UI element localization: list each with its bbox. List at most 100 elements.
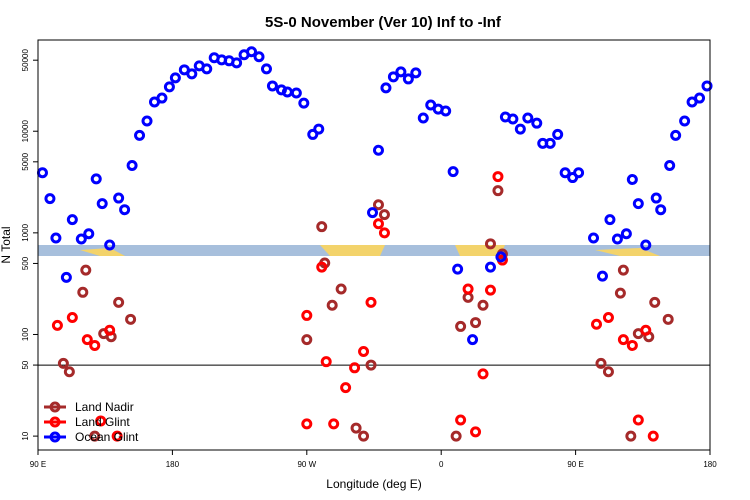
y-tick-label: 10 (21, 431, 30, 440)
point (201, 63, 213, 75)
point (614, 287, 626, 299)
point (50, 232, 62, 244)
point (328, 418, 340, 430)
point (96, 198, 108, 210)
point (66, 311, 78, 323)
point (450, 430, 462, 442)
point (573, 167, 585, 179)
y-tick-label: 50 (21, 360, 30, 369)
point (544, 137, 556, 149)
point (298, 97, 310, 109)
point (679, 115, 691, 127)
point (632, 198, 644, 210)
point (470, 317, 482, 329)
y-tick-label: 1000 (21, 223, 30, 241)
point (281, 86, 293, 98)
point (380, 82, 392, 94)
legend-label: Ocean Glint (75, 430, 139, 444)
point (495, 251, 507, 263)
point (640, 324, 652, 336)
point (559, 167, 571, 179)
point (163, 81, 175, 93)
point (492, 185, 504, 197)
point (246, 46, 258, 58)
x-tick-label: 180 (703, 460, 717, 469)
y-tick-label: 50000 (21, 49, 30, 72)
point (81, 334, 93, 346)
map-strip (38, 245, 710, 256)
point (477, 368, 489, 380)
point (326, 299, 338, 311)
x-axis-label: Longitude (deg E) (326, 477, 421, 491)
point (447, 166, 459, 178)
point (410, 67, 422, 79)
point (467, 334, 479, 346)
point (260, 63, 272, 75)
point (111, 430, 123, 442)
y-tick-label: 5000 (21, 152, 30, 170)
point (104, 239, 116, 251)
x-tick-label: 90 E (30, 460, 46, 469)
y-tick-label: 100 (21, 327, 30, 341)
point (655, 204, 667, 216)
point (89, 339, 101, 351)
plot-area (36, 46, 713, 442)
point (301, 334, 313, 346)
point (126, 159, 138, 171)
point (650, 192, 662, 204)
point (625, 430, 637, 442)
point (113, 296, 125, 308)
point (701, 80, 713, 92)
point (617, 264, 629, 276)
point (455, 320, 467, 332)
point (63, 366, 75, 378)
point (372, 199, 384, 211)
point (358, 346, 370, 358)
point (372, 144, 384, 156)
chart-title: 5S-0 November (Ver 10) Inf to -Inf (265, 14, 502, 31)
point (455, 414, 467, 426)
point (83, 228, 95, 240)
point (484, 261, 496, 273)
point (134, 129, 146, 141)
point (335, 283, 347, 295)
point (365, 296, 377, 308)
point (620, 228, 632, 240)
point (186, 68, 198, 80)
point (522, 112, 534, 124)
point (90, 173, 102, 185)
point (301, 309, 313, 321)
point (604, 214, 616, 226)
point (320, 356, 332, 368)
point (301, 418, 313, 430)
point (595, 357, 607, 369)
point (440, 105, 452, 117)
x-tick-label: 90 E (567, 460, 583, 469)
point (340, 382, 352, 394)
point (611, 233, 623, 245)
point (378, 209, 390, 221)
point (602, 311, 614, 323)
point (552, 128, 564, 140)
point (89, 430, 101, 442)
point (417, 112, 429, 124)
point (44, 193, 56, 205)
legend-label: Land Nadir (75, 400, 134, 414)
point (640, 239, 652, 251)
point (231, 57, 243, 69)
point (387, 71, 399, 83)
point (57, 357, 69, 369)
point (591, 318, 603, 330)
point (156, 92, 168, 104)
point (617, 334, 629, 346)
point (66, 214, 78, 226)
point (647, 430, 659, 442)
point (113, 192, 125, 204)
point (626, 339, 638, 351)
legend-marker (49, 416, 61, 428)
point (596, 270, 608, 282)
point (507, 113, 519, 125)
point (531, 117, 543, 129)
